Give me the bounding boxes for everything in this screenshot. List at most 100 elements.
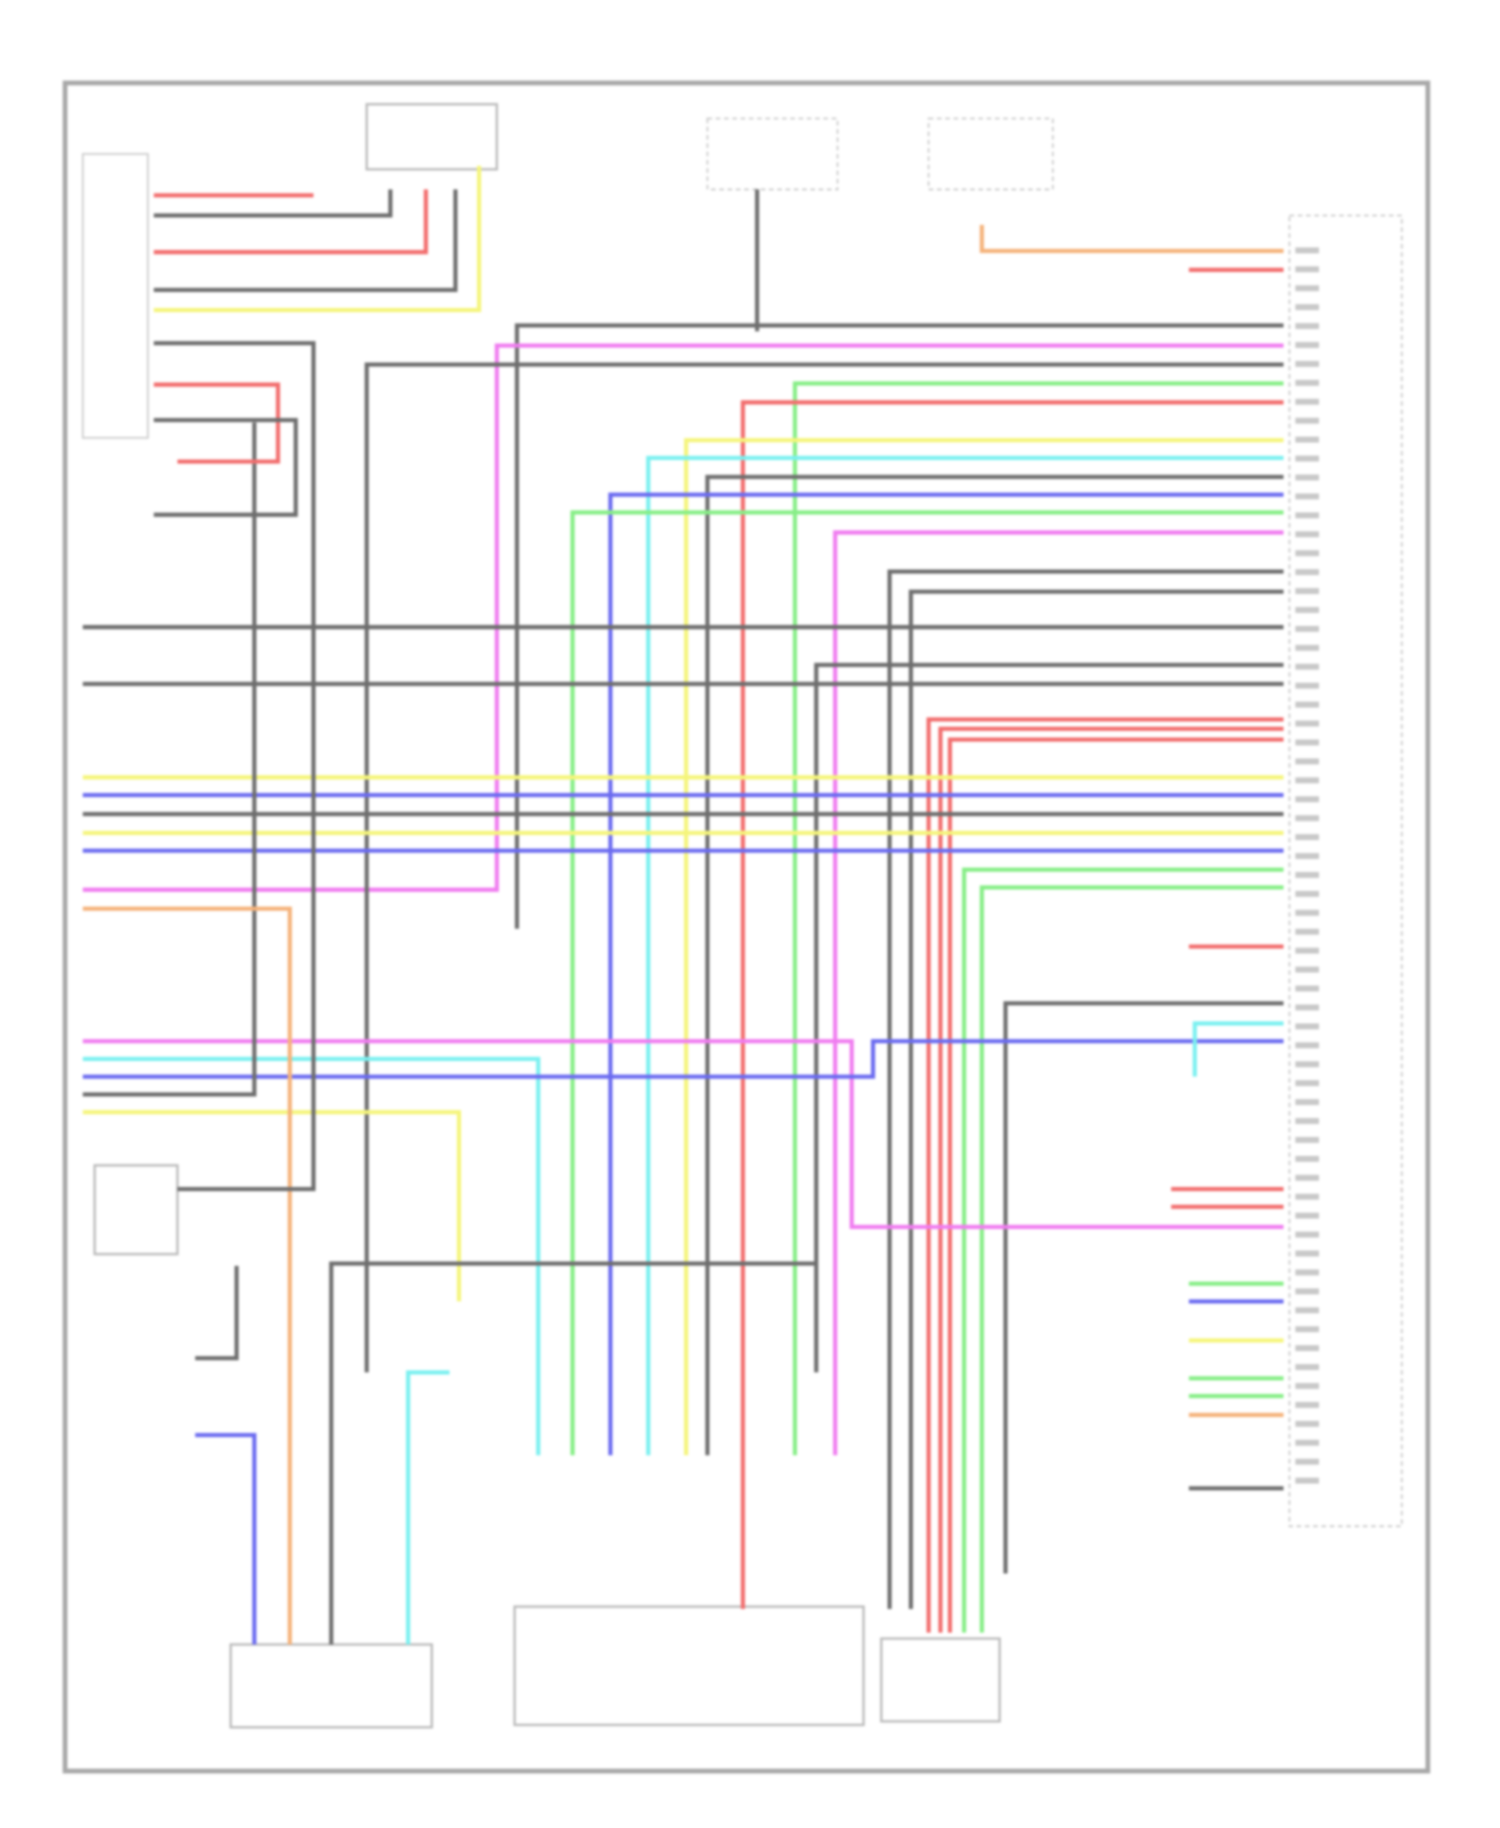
bottom-sensor-box <box>880 1637 1001 1723</box>
connector-pin-label <box>1295 1458 1320 1465</box>
connector-pin-label <box>1295 1269 1320 1276</box>
connector-pin-label <box>1295 1080 1320 1087</box>
connector-pin-label <box>1295 1099 1320 1106</box>
left-component-box <box>81 153 149 439</box>
connector-pin-label <box>1295 1326 1320 1333</box>
connector-pin-label <box>1295 417 1320 424</box>
connector-pin-label <box>1295 682 1320 689</box>
connector-pin-label <box>1295 474 1320 481</box>
connector-pin-label <box>1295 1004 1320 1011</box>
connector-pin-label <box>1295 342 1320 348</box>
connector-pin-label <box>1295 1307 1320 1314</box>
connector-pin-label <box>1295 625 1320 632</box>
connector-pin-label <box>1295 834 1320 841</box>
wire-yellow <box>82 1110 462 1302</box>
connector-pin-label <box>1295 1420 1320 1427</box>
wire-blue <box>608 492 1284 1456</box>
connector-pin-label <box>1295 1401 1320 1408</box>
connector-pin-label <box>1295 266 1320 273</box>
wire-green <box>979 885 1284 1633</box>
wire-gray <box>153 189 393 218</box>
connector-pin-label <box>1295 607 1320 613</box>
connector-pin-label <box>1295 1439 1320 1446</box>
wire-gray <box>329 1261 817 1645</box>
connector-pin-label <box>1295 758 1320 765</box>
wire-pink <box>82 1039 1284 1229</box>
wire-red <box>947 737 1284 1633</box>
connector-pin-label <box>1295 796 1320 803</box>
connector-pin-label <box>1295 1477 1320 1484</box>
wire-pink <box>833 530 1284 1456</box>
connector-pin-label <box>1295 360 1320 367</box>
connector-pin-label <box>1295 1023 1320 1030</box>
top-fuse-box-1 <box>706 117 839 191</box>
wire-gray <box>153 418 298 517</box>
wire-gray <box>814 662 1284 1373</box>
connector-pin-label <box>1295 1345 1320 1352</box>
connector-pin-label <box>1295 588 1320 595</box>
wire-cyan <box>1192 1021 1284 1077</box>
connector-pin-label <box>1295 701 1320 708</box>
connector-pin-label <box>1295 436 1320 443</box>
wire-gray <box>82 422 257 1097</box>
connector-pin-label <box>1295 398 1320 405</box>
connector-pin-label <box>1295 285 1320 292</box>
connector-pin-label <box>1295 909 1320 916</box>
top-sensor-box <box>365 103 499 171</box>
diagram-frame <box>62 80 1431 1774</box>
connector-pin-label <box>1295 947 1320 954</box>
connector-pin-label <box>1295 1193 1320 1200</box>
wire-gray <box>153 189 458 293</box>
wire-blue <box>82 1039 1284 1079</box>
connector-pin-label <box>1295 1231 1320 1238</box>
wire-gray <box>887 569 1284 1609</box>
wire-gray <box>364 362 1284 1373</box>
connector-pin-label <box>1295 1136 1320 1143</box>
connector-pin-label <box>1295 815 1320 822</box>
wire-pink <box>82 343 1284 892</box>
connector-pin-label <box>1295 1364 1320 1371</box>
connector-pin-label <box>1295 569 1320 576</box>
connector-pin-label <box>1295 323 1320 330</box>
wire-orange <box>82 906 292 1645</box>
control-module-connector <box>1288 214 1403 1528</box>
wire-yellow <box>684 438 1284 1456</box>
connector-pin-label <box>1295 1042 1320 1049</box>
connector-pin-label <box>1295 531 1320 538</box>
connector-pin-label <box>1295 663 1320 670</box>
wire-cyan <box>82 1056 541 1456</box>
connector-pin-label <box>1295 739 1320 746</box>
connector-pin-label <box>1295 644 1320 651</box>
connector-pin-label <box>1295 1061 1320 1068</box>
connector-pin-label <box>1295 1155 1320 1162</box>
wire-gray <box>908 589 1284 1609</box>
wire-gray <box>195 1265 239 1361</box>
connector-pin-label <box>1295 247 1320 254</box>
top-fuse-box-2 <box>927 117 1054 191</box>
wire-gray <box>514 323 1284 929</box>
connector-pin-label <box>1295 1250 1320 1257</box>
wire-gray <box>153 341 316 1192</box>
wire-green <box>792 381 1284 1456</box>
connector-pin-label <box>1295 379 1320 386</box>
wire-red <box>938 726 1284 1633</box>
connector-pin-label <box>1295 720 1320 727</box>
bottom-switch-box-2 <box>513 1605 865 1727</box>
wire-green <box>570 510 1284 1456</box>
wire-yellow <box>153 165 482 313</box>
wire-red <box>153 189 428 255</box>
wire-red <box>740 400 1284 1609</box>
wire-cyan <box>406 1370 450 1645</box>
left-bottom-sensor <box>93 1164 179 1256</box>
wire-red <box>926 717 1284 1633</box>
wire-green <box>962 867 1284 1633</box>
connector-pin-label <box>1295 928 1320 935</box>
connector-pin-label <box>1295 493 1320 500</box>
connector-pin-label <box>1295 777 1320 784</box>
connector-pin-label <box>1295 966 1320 973</box>
wire-gray <box>1003 1001 1284 1574</box>
connector-pin-label <box>1295 455 1320 462</box>
connector-pin-label <box>1295 1383 1320 1389</box>
connector-pin-label <box>1295 872 1320 878</box>
